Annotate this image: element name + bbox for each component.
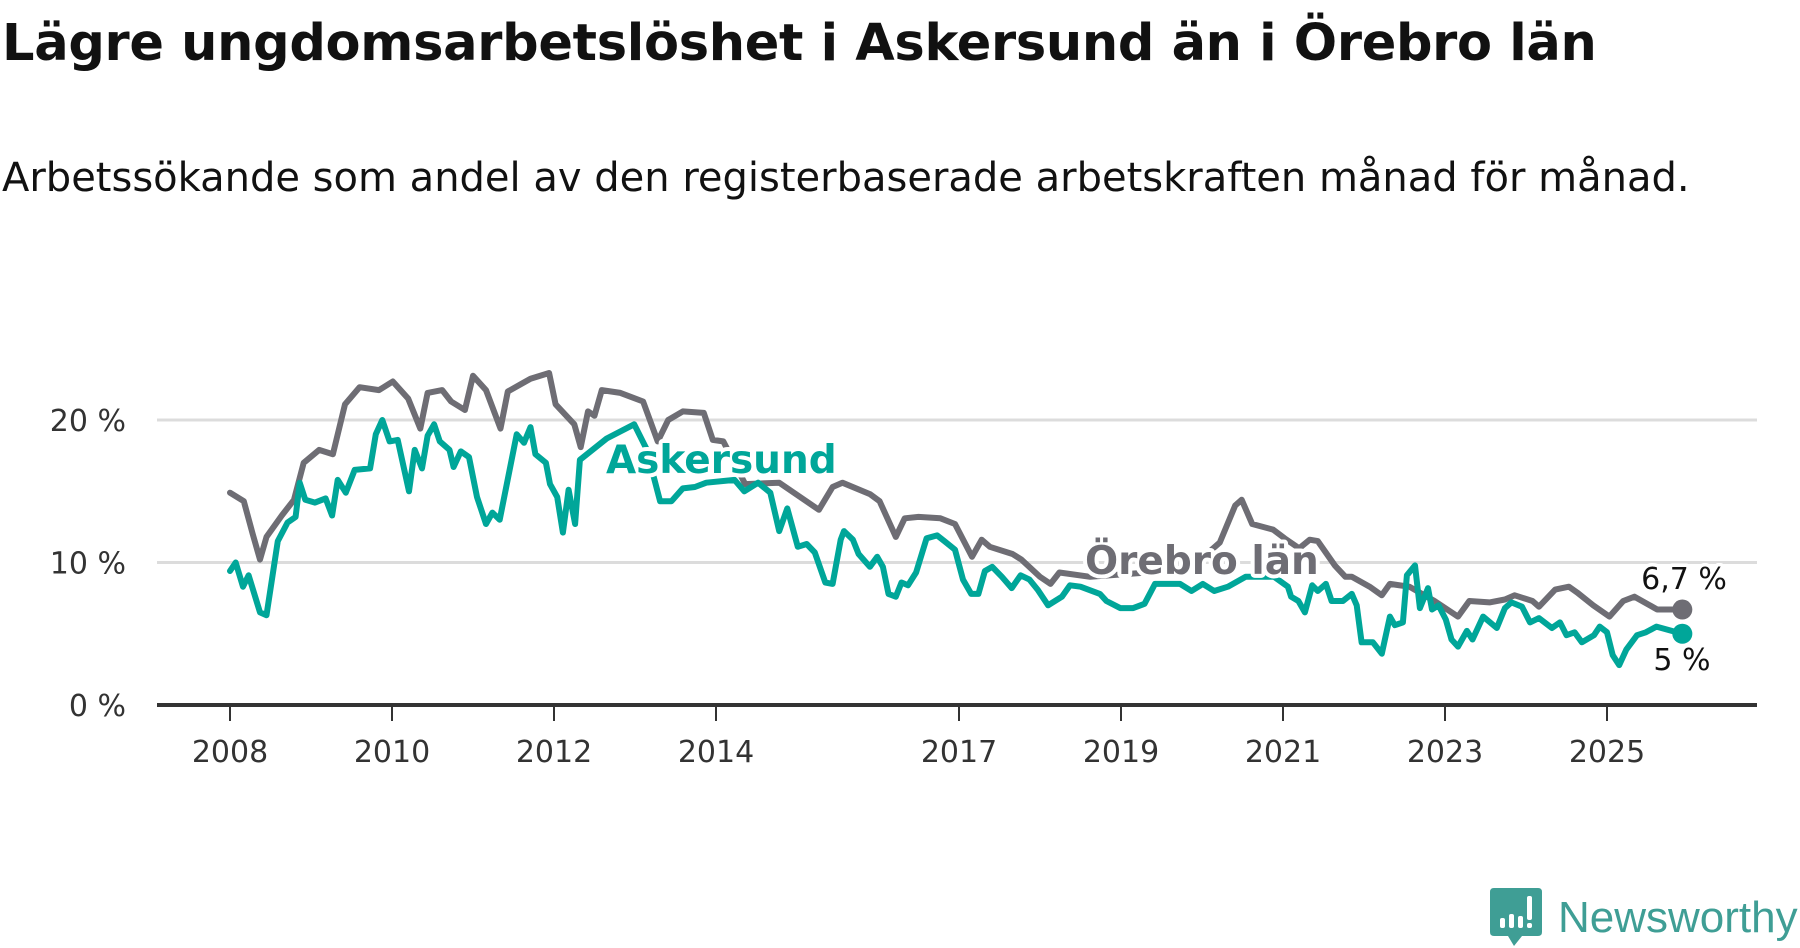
x-tick-label: 2017 xyxy=(921,735,997,770)
newsworthy-logo: Newsworthy xyxy=(1490,888,1798,948)
chart-title: Lägre ungdomsarbetslöshet i Askersund än… xyxy=(2,14,1597,73)
x-tick-label: 2010 xyxy=(354,735,430,770)
series-labels: Örebro län Askersund 6,7 % 5 % xyxy=(602,434,1730,682)
series-line-askersund xyxy=(227,417,1686,669)
end-value-label-orebro-lan: 6,7 % xyxy=(1641,562,1727,597)
x-tick-label: 2008 xyxy=(192,735,268,770)
end-point-marker xyxy=(1672,623,1693,644)
x-tick-label: 2019 xyxy=(1083,735,1159,770)
y-axis-ticks: 0 % 10 % 20 % xyxy=(50,404,126,724)
x-tick-label: 2021 xyxy=(1245,735,1321,770)
brand-name: Newsworthy xyxy=(1558,893,1798,942)
end-value-label-askersund: 5 % xyxy=(1653,643,1710,678)
y-tick-label: 10 % xyxy=(50,547,126,582)
x-tick-label: 2023 xyxy=(1407,735,1483,770)
series-label-orebro-lan: Örebro län xyxy=(1085,537,1319,584)
x-axis-ticks: 2008 2010 2012 2014 2017 2019 2021 2023 2025 xyxy=(157,703,1757,770)
newsworthy-logo-icon xyxy=(1490,888,1542,946)
x-tick-label: 2014 xyxy=(678,735,754,770)
x-tick-label: 2012 xyxy=(516,735,592,770)
chart-subtitle: Arbetssökande som andel av den registerb… xyxy=(2,155,1690,201)
series-lines xyxy=(227,370,1693,669)
y-tick-label: 0 % xyxy=(69,689,126,724)
y-tick-label: 20 % xyxy=(50,404,126,439)
series-line-orebro-lan xyxy=(227,370,1686,620)
end-point-marker xyxy=(1672,599,1693,620)
x-tick-label: 2025 xyxy=(1569,735,1645,770)
series-label-askersund: Askersund xyxy=(606,438,837,483)
